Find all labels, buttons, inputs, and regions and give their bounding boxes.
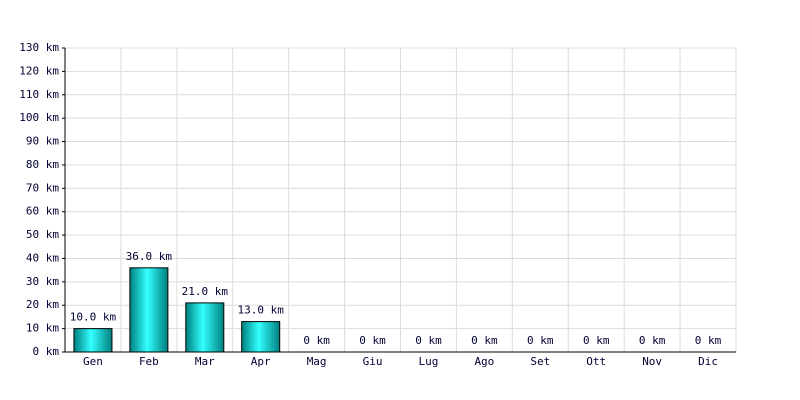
y-tick-label: 80 km (26, 158, 59, 171)
y-tick-label: 70 km (26, 181, 59, 194)
y-tick-label: 110 km (19, 88, 59, 101)
value-label: 13.0 km (238, 304, 285, 317)
x-tick-label: Gen (83, 355, 103, 368)
x-tick-label: Nov (642, 355, 662, 368)
bar (241, 321, 281, 353)
y-tick-label: 0 km (33, 345, 60, 358)
x-tick-label: Apr (251, 355, 271, 368)
x-tick-label: Feb (139, 355, 159, 368)
y-tick-label: 50 km (26, 228, 59, 241)
value-label: 0 km (359, 334, 386, 347)
value-label: 0 km (303, 334, 330, 347)
y-tick-label: 90 km (26, 135, 59, 148)
y-tick-label: 30 km (26, 275, 59, 288)
x-tick-label: Dic (698, 355, 718, 368)
y-tick-label: 100 km (19, 111, 59, 124)
bar (185, 302, 225, 353)
value-label: 0 km (695, 334, 722, 347)
y-tick-label: 40 km (26, 251, 59, 264)
x-tick-label: Mag (307, 355, 327, 368)
value-label: 0 km (415, 334, 442, 347)
bar (129, 267, 169, 353)
x-tick-label: Ott (586, 355, 606, 368)
value-label: 36.0 km (126, 250, 173, 263)
y-tick-label: 130 km (19, 41, 59, 54)
value-label: 0 km (639, 334, 666, 347)
y-tick-label: 60 km (26, 205, 59, 218)
y-tick-label: 120 km (19, 64, 59, 77)
x-tick-label: Mar (195, 355, 215, 368)
x-tick-label: Ago (474, 355, 494, 368)
x-tick-label: Giu (363, 355, 383, 368)
value-label: 0 km (471, 334, 498, 347)
x-tick-label: Lug (419, 355, 439, 368)
y-tick-label: 10 km (26, 322, 59, 335)
value-label: 10.0 km (70, 311, 117, 324)
value-label: 0 km (583, 334, 610, 347)
x-tick-label: Set (530, 355, 550, 368)
value-label: 0 km (527, 334, 554, 347)
y-tick-label: 20 km (26, 298, 59, 311)
bar (73, 328, 113, 353)
value-label: 21.0 km (182, 285, 229, 298)
